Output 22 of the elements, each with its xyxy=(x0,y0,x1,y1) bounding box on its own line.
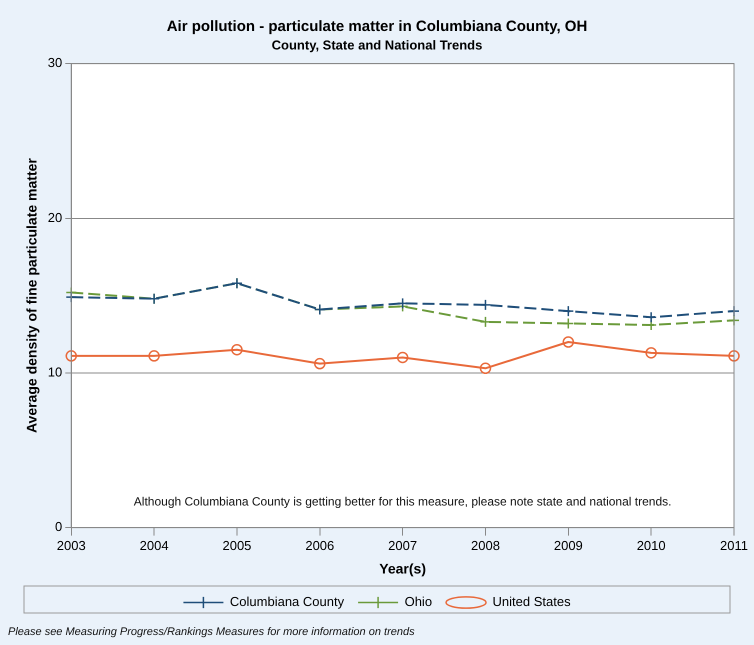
y-tick-label: 20 xyxy=(48,210,62,225)
legend-label: Ohio xyxy=(404,594,432,610)
legend-label: United States xyxy=(492,594,572,610)
legend-label: Columbiana County xyxy=(230,594,345,610)
x-tick-label: 2009 xyxy=(554,538,583,553)
y-tick-label: 10 xyxy=(48,364,62,380)
chart-title: Air pollution - particulate matter in Columbiana County, OH xyxy=(166,18,588,36)
x-tick-label: 2004 xyxy=(140,538,169,553)
y-tick-label: 0 xyxy=(55,519,62,534)
x-tick-label: 2010 xyxy=(636,538,666,553)
annotation: Although Columbiana County is getting better for this measure, please note state and national trends. xyxy=(134,494,672,509)
x-tick-label: 2006 xyxy=(305,538,334,553)
x-axis-title: Year(s) xyxy=(379,560,426,576)
text: Please see Measuring Progress/Rankings Measures for more information on trends xyxy=(8,626,416,638)
chart-subtitle: County, State and National Trends xyxy=(272,37,482,52)
y-axis-title: Average density of fine particulate matter xyxy=(23,158,40,434)
x-tick-label: 2005 xyxy=(222,538,252,553)
y-tick-label: 30 xyxy=(48,55,62,70)
x-tick-label: 2011 xyxy=(720,538,748,553)
x-tick-label: 2008 xyxy=(471,538,500,553)
x-tick-label: 2007 xyxy=(388,538,418,553)
x-tick-label: 2003 xyxy=(56,538,86,553)
